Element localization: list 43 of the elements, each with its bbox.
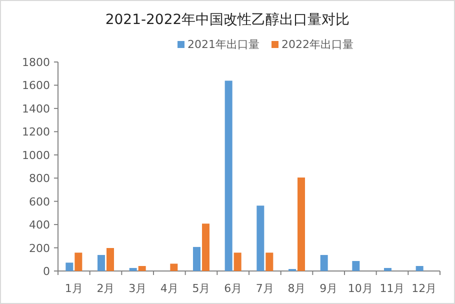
x-tick-label: 11月 [380,282,405,295]
bar [352,261,360,271]
x-tick-label: 5月 [192,282,210,295]
bar [66,262,74,271]
bar [384,268,392,271]
bar [193,246,200,271]
x-tick-label: 10月 [348,282,373,295]
x-tick-label: 2月 [96,282,115,295]
bar [234,252,242,271]
x-tick-label: 6月 [224,282,242,295]
title: 2021-2022年中国改性乙醇出口量对比 [105,12,350,28]
x-tick-label: 3月 [128,282,147,295]
x-tick-label: 8月 [288,282,306,295]
legend-label: 2021年出口量 [188,38,260,51]
bar [224,80,232,271]
bar [98,254,105,271]
y-tick-label: 1200 [22,126,50,139]
bar [266,252,274,271]
bar [170,264,178,271]
y-tick-label: 1600 [22,79,50,92]
y-tick-label: 1800 [22,56,50,69]
y-tick-label: 600 [29,195,50,208]
y-tick-label: 0 [43,265,50,278]
y-tick-label: 800 [29,172,50,186]
bar [256,206,264,271]
y-tick-label: 1400 [22,102,50,116]
y-tick-label: 200 [29,242,50,255]
bar [320,254,328,271]
x-tick-label: 9月 [320,282,338,295]
bar [298,178,305,271]
bar [416,266,424,271]
x-tick-label: 4月 [160,282,178,295]
x-tick-label: 12月 [412,282,437,295]
bar [138,266,146,271]
bar [74,252,82,271]
x-tick-label: 7月 [256,282,274,295]
legend-label: 2022年出口量 [282,38,354,51]
y-tick-label: 400 [29,218,50,232]
bar [202,224,210,271]
y-tick-label: 1000 [22,148,50,162]
bar [129,268,137,271]
x-tick-label: 1月 [64,282,83,295]
bar [106,248,114,271]
